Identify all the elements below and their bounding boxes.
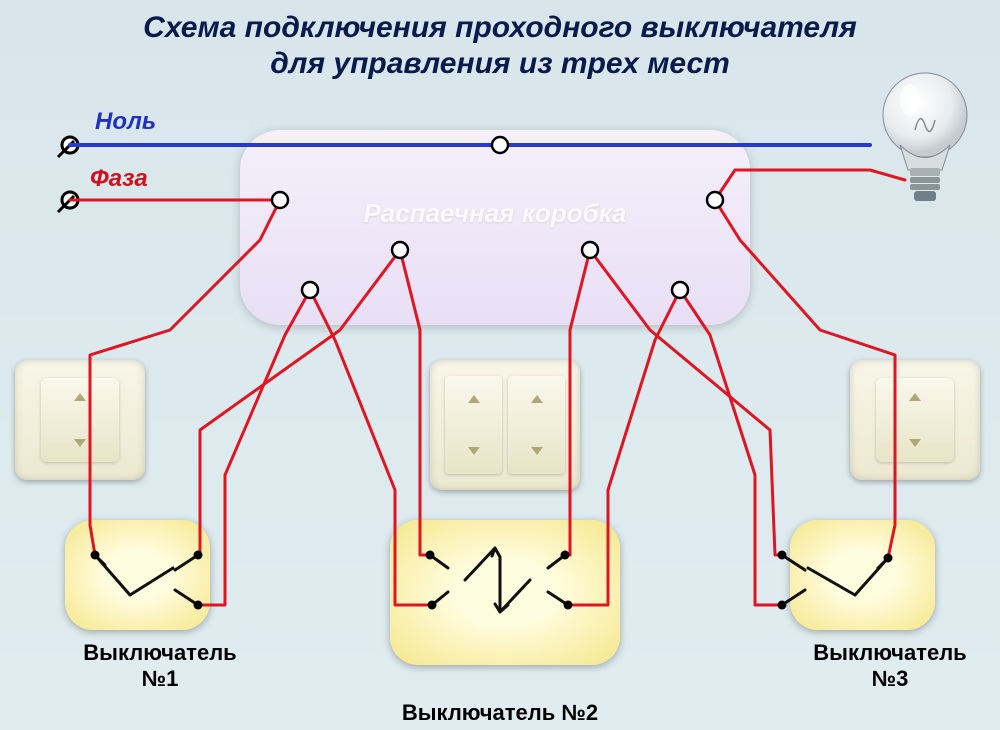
title-line2: для управления из трех мест	[270, 47, 730, 80]
switch2-schematic	[390, 520, 620, 665]
switch3-wall	[850, 360, 980, 480]
switch-label-1: Выключатель№1	[60, 640, 260, 692]
neutral-label: Ноль	[95, 108, 156, 136]
junction-box-label: Распаечная коробка	[240, 198, 750, 229]
diagram-title: Схема подключения проходного выключателя…	[0, 10, 1000, 82]
switch2-wall	[430, 360, 580, 490]
switch3-schematic	[790, 520, 935, 630]
lightbulb-icon	[870, 70, 980, 215]
diagram-canvas: Схема подключения проходного выключателя…	[0, 0, 1000, 730]
junction-box: Распаечная коробка	[240, 130, 750, 325]
switch-label-3: Выключатель№3	[790, 640, 990, 692]
title-line1: Схема подключения проходного выключателя	[143, 11, 857, 44]
phase-label: Фаза	[90, 165, 148, 193]
switch1-wall	[15, 360, 145, 480]
switch1-schematic	[65, 520, 210, 630]
switch-label-2: Выключатель №2	[400, 700, 600, 726]
